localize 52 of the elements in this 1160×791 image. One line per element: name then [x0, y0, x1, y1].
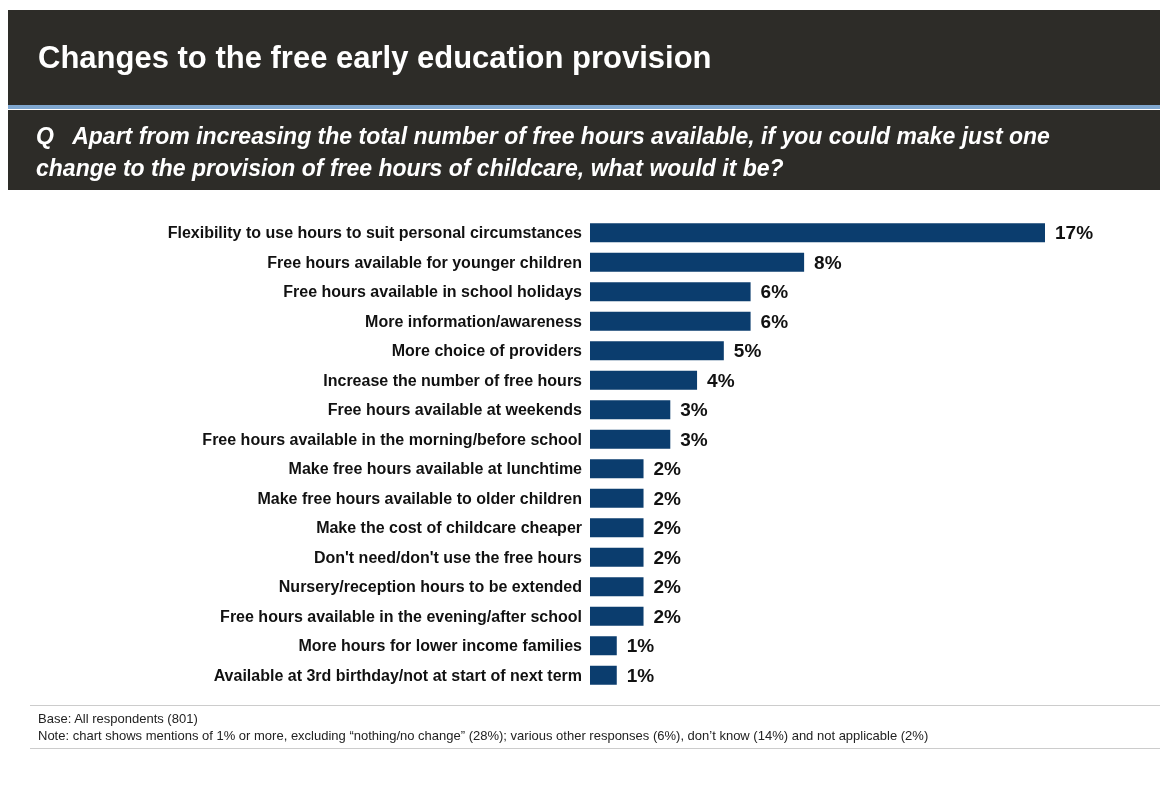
data-label: 1%	[626, 664, 655, 686]
y-tick-label: Don't need/don't use the free hours	[313, 548, 583, 566]
bar	[590, 252, 805, 272]
bar	[590, 282, 751, 302]
bar	[590, 518, 644, 538]
data-label: 6%	[760, 310, 789, 332]
bar	[590, 665, 617, 685]
y-tick-label: Free hours available in the morning/before school	[202, 430, 582, 448]
data-label: 17%	[1055, 222, 1094, 244]
y-tick-label: Free hours available at weekends	[327, 401, 583, 419]
bar	[590, 606, 644, 626]
bar	[590, 636, 617, 656]
bar	[590, 577, 644, 597]
data-label: 1%	[626, 635, 655, 657]
data-label: 2%	[653, 576, 682, 598]
bar	[590, 370, 698, 390]
bar	[590, 429, 671, 449]
y-tick-label: Free hours available in the evening/after school	[220, 607, 582, 625]
text: Base: All respondents (801)	[38, 710, 199, 727]
data-label: 3%	[680, 428, 708, 450]
y-tick-label: Nursery/reception hours to be extended	[278, 578, 582, 596]
bar	[590, 311, 751, 331]
bar	[590, 547, 644, 567]
y-tick-label: More information/awareness	[365, 312, 583, 330]
y-tick-label: Flexibility to use hours to suit personal circumstances	[167, 224, 583, 242]
y-tick-label: More choice of providers	[391, 342, 583, 360]
bar	[590, 488, 644, 508]
data-label: 2%	[653, 546, 682, 568]
y-tick-label: More hours for lower income families	[298, 637, 583, 655]
bar	[590, 341, 724, 361]
data-label: 2%	[653, 458, 682, 480]
data-label: 2%	[653, 605, 682, 627]
y-tick-label: Make the cost of childcare cheaper	[316, 519, 582, 537]
y-tick-label: Make free hours available to older children	[257, 489, 582, 507]
data-label: 3%	[680, 399, 708, 421]
y-tick-label: Available at 3rd birthday/not at start of next term	[213, 666, 582, 684]
bar	[590, 400, 671, 420]
y-tick-label: Increase the number of free hours	[323, 371, 583, 389]
data-label: 6%	[760, 281, 789, 303]
data-label: 5%	[733, 340, 762, 362]
bar	[590, 223, 1045, 243]
data-label: 8%	[814, 251, 842, 273]
y-tick-label: Free hours available in school holidays	[283, 283, 583, 301]
text: Note: chart shows mentions of 1% or more, excluding “nothing/no change” (28%); various other responses (6%), don’t know (14%) and not applicable (2%)	[38, 727, 930, 744]
data-label: 2%	[653, 517, 682, 539]
y-tick-label: Make free hours available at lunchtime	[288, 460, 583, 478]
data-label: 2%	[653, 487, 682, 509]
data-label: 4%	[707, 369, 735, 391]
chart-title: Changes to the free early education provision	[38, 40, 712, 76]
y-tick-label: Free hours available for younger children	[267, 253, 582, 271]
chart-subtitle: Q Apart from increasing the total number of free hours available, if you could make just one change to the provision of free hours of childcare, what would it be?	[36, 122, 1051, 183]
bar	[590, 459, 644, 479]
